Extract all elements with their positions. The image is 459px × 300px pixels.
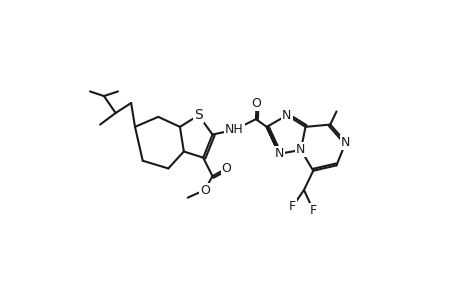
Text: O: O xyxy=(251,97,261,110)
Text: O: O xyxy=(221,162,231,175)
Text: O: O xyxy=(199,184,209,196)
Text: S: S xyxy=(194,108,202,122)
Text: F: F xyxy=(309,203,316,217)
Text: N: N xyxy=(341,136,350,149)
Text: N: N xyxy=(282,109,291,122)
Text: NH: NH xyxy=(224,123,243,136)
Text: F: F xyxy=(288,200,295,213)
Text: N: N xyxy=(296,143,305,157)
Text: N: N xyxy=(274,147,283,160)
